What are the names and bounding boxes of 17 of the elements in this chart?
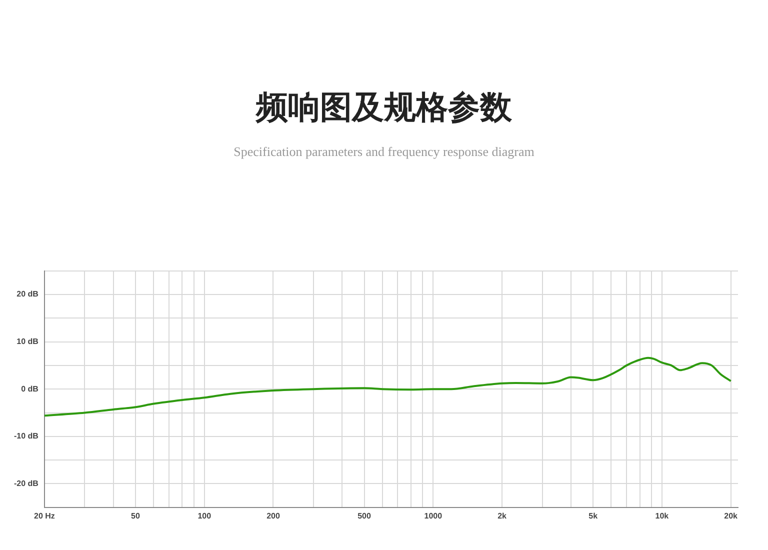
y-tick-label: 10 dB: [16, 336, 39, 346]
x-tick-label: 20 Hz: [34, 511, 55, 520]
y-tick-label: 0 dB: [21, 384, 39, 394]
x-tick-label: 200: [266, 511, 280, 520]
x-tick-label: 50: [131, 511, 140, 520]
x-tick-label: 20k: [724, 511, 738, 520]
chart-subtitle: Specification parameters and frequency response diagram: [232, 144, 536, 160]
x-tick-label: 100: [198, 511, 212, 520]
y-tick-label: -10 dB: [14, 432, 39, 441]
y-tick-label: -20 dB: [14, 478, 39, 488]
y-tick-label: 20 dB: [16, 290, 39, 299]
x-tick-label: 1000: [424, 511, 443, 520]
x-tick-label: 5k: [588, 511, 598, 520]
x-tick-label: 10k: [655, 511, 670, 520]
x-tick-label: 2k: [498, 511, 508, 520]
chart-title: 频响图及规格参数: [254, 87, 513, 128]
x-tick-label: 500: [358, 511, 372, 520]
